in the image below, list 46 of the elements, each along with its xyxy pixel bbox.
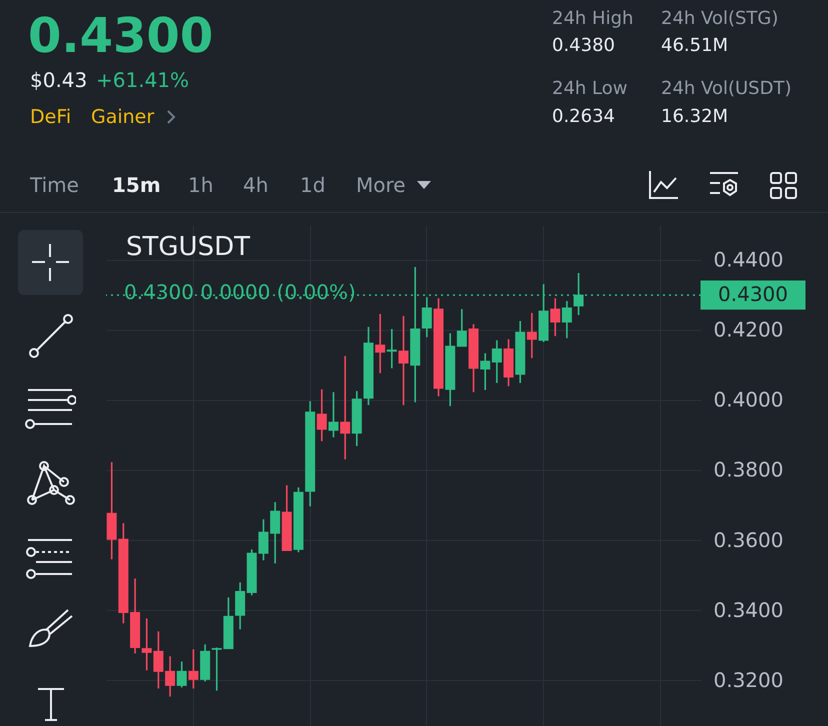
candlestick bbox=[398, 315, 408, 406]
candlestick bbox=[550, 297, 560, 337]
candlestick bbox=[340, 355, 350, 460]
y-tick-label: 0.4400 bbox=[714, 248, 784, 272]
text: 15m bbox=[112, 173, 161, 197]
candlestick bbox=[375, 313, 386, 374]
annotation: 0.4300 0.0000 (0.00%) bbox=[124, 280, 356, 304]
candlestick bbox=[328, 391, 338, 438]
candlestick bbox=[235, 582, 246, 630]
text: 24h High bbox=[552, 8, 634, 29]
text: DeFi bbox=[30, 106, 72, 128]
candlestick bbox=[142, 618, 152, 672]
text: 4h bbox=[243, 173, 268, 197]
text: 24h Vol(STG) bbox=[661, 8, 778, 29]
ref-line-label: 0.4300 bbox=[718, 282, 788, 306]
text: 24h Low bbox=[552, 78, 628, 99]
text: 0.2634 bbox=[552, 106, 615, 127]
text: $0.43 bbox=[30, 68, 88, 92]
candlestick bbox=[480, 352, 490, 391]
text: 16.32M bbox=[661, 106, 728, 127]
candlestick bbox=[562, 300, 572, 339]
y-tick-label: 0.3400 bbox=[714, 598, 784, 622]
text: 0.4380 bbox=[552, 35, 615, 56]
candlestick bbox=[316, 388, 327, 442]
text: More bbox=[356, 173, 406, 197]
candlestick bbox=[188, 648, 198, 690]
text: 1h bbox=[188, 173, 214, 197]
y-tick-label: 0.4000 bbox=[714, 388, 784, 412]
y-tick-label: 0.4200 bbox=[714, 318, 784, 342]
text: +61.41% bbox=[96, 68, 190, 92]
text: 24h Vol(USDT) bbox=[661, 78, 792, 99]
chart-title: STGUSDT bbox=[126, 232, 250, 262]
text: 46.51M bbox=[661, 35, 728, 56]
text: 0.4300 bbox=[28, 8, 214, 64]
y-tick-label: 0.3800 bbox=[714, 458, 784, 482]
candlestick bbox=[456, 308, 467, 348]
y-tick-label: 0.3600 bbox=[714, 528, 784, 552]
candlestick bbox=[422, 296, 432, 338]
candlestick bbox=[386, 328, 397, 370]
candlestick bbox=[526, 312, 537, 359]
text: 1d bbox=[300, 173, 326, 197]
candlestick bbox=[492, 339, 502, 384]
text: Gainer bbox=[91, 106, 154, 128]
y-tick-label: 0.3200 bbox=[714, 668, 784, 692]
text: Time bbox=[30, 173, 79, 197]
candlestick bbox=[176, 660, 187, 688]
